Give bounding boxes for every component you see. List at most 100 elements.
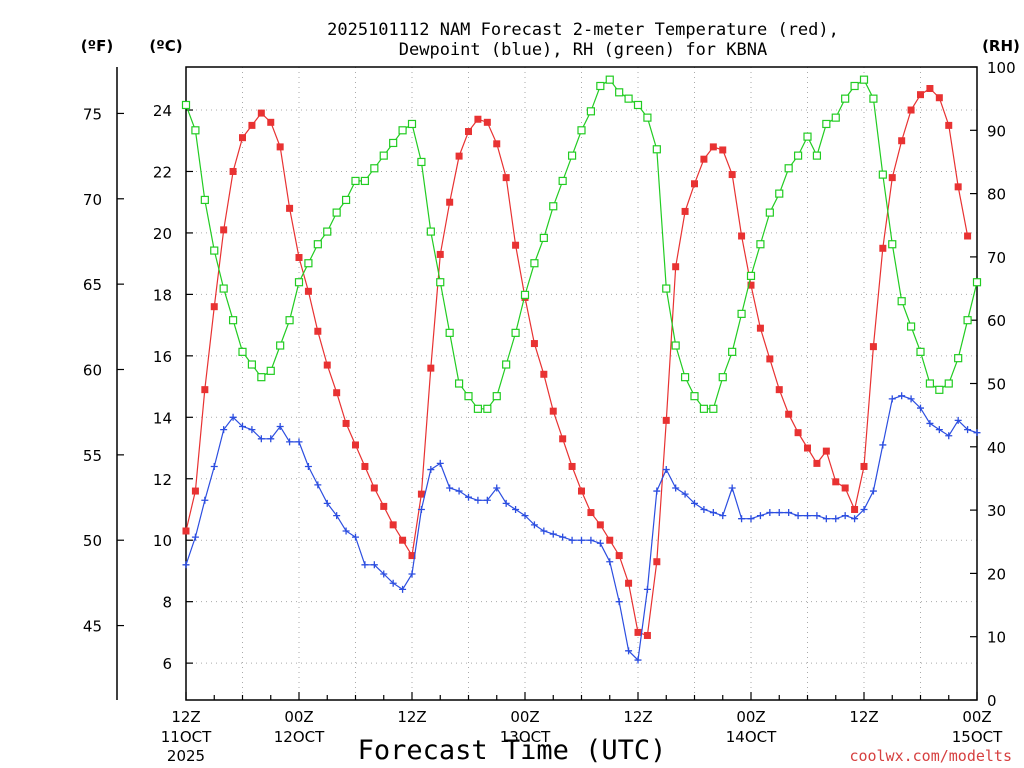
temperature-point (681, 207, 689, 215)
dewpoint-point (822, 515, 830, 523)
temperature-point (709, 143, 717, 151)
temperature-point (399, 536, 407, 544)
rh-point (360, 176, 370, 186)
temperature-point (851, 505, 859, 513)
x-tick-label-time: 00Z (736, 708, 765, 726)
rh-point (238, 347, 247, 356)
fahrenheit-tick-label: 65 (83, 276, 102, 294)
rh-point (539, 233, 548, 243)
rh-point (897, 297, 906, 306)
dewpoint-point (493, 484, 501, 492)
rh-point (746, 271, 756, 280)
rh-point (577, 126, 586, 135)
rh-tick-label: 50 (987, 376, 1006, 394)
rh-point (294, 278, 304, 287)
temperature-point (182, 527, 190, 535)
temperature-point (662, 416, 670, 424)
dewpoint-point (804, 512, 811, 520)
temperature-point (822, 447, 830, 455)
dewpoint-point (295, 438, 303, 446)
celsius-tick-label: 12 (153, 471, 172, 489)
dewpoint-point (248, 426, 256, 434)
temperature-point (417, 490, 425, 498)
fahrenheit-tick-label: 45 (83, 618, 102, 636)
rh-point (276, 341, 285, 350)
dewpoint-point (342, 527, 350, 535)
dewpoint-point (747, 515, 755, 523)
rh-point (944, 379, 953, 388)
fahrenheit-tick-label: 75 (83, 105, 102, 123)
dewpoint-point (549, 530, 557, 538)
temperature-point (813, 459, 821, 467)
rh-tick-label: 100 (987, 59, 1016, 77)
rh-point (558, 176, 567, 186)
rh-point (671, 341, 680, 350)
rh-point (266, 366, 275, 375)
dewpoint-point (436, 459, 444, 467)
rh-point (370, 164, 379, 173)
temperature-point (286, 204, 294, 212)
rh-point (662, 284, 671, 293)
temperature-point (333, 389, 341, 397)
rh-point (210, 246, 219, 255)
celsius-tick-label: 20 (153, 225, 172, 243)
temperature-point (785, 410, 793, 418)
dewpoint-point (229, 413, 237, 421)
grid-lines (186, 67, 977, 700)
fahrenheit-tick-label: 55 (83, 447, 102, 465)
dewpoint-point (474, 496, 482, 504)
dewpoint-point (512, 505, 520, 513)
rh-point (398, 126, 407, 135)
x-tick-label-date: 14OCT (726, 728, 777, 746)
x-tick-label-time: 12Z (397, 708, 426, 726)
rh-point (389, 138, 398, 148)
temperature-point (455, 152, 463, 160)
dewpoint-point (201, 496, 209, 504)
rh-point (699, 404, 709, 413)
dewpoint-point (276, 423, 284, 431)
dewpoint-point (945, 432, 953, 440)
rh-point (332, 208, 341, 217)
rh-point (200, 195, 209, 205)
temperature-point (295, 254, 303, 262)
temperature-point (869, 343, 877, 351)
rh-point (906, 322, 916, 331)
temperature-point (304, 287, 312, 295)
x-tick-label-time: 00Z (962, 708, 991, 726)
dewpoint-point (399, 585, 407, 593)
temperature-point (568, 462, 576, 470)
fahrenheit-tick-label: 60 (83, 362, 102, 380)
rh-point (228, 316, 238, 325)
dewpoint-point (691, 499, 698, 507)
dewpoint-point (427, 466, 435, 474)
dewpoint-point (832, 515, 840, 523)
rh-point (954, 354, 963, 363)
dewpoint-point (634, 656, 642, 664)
rh-point (567, 151, 577, 160)
temperature-point (446, 198, 454, 206)
rh-point (718, 373, 727, 382)
celsius-tick-label: 18 (153, 286, 172, 304)
rh-point (417, 157, 426, 167)
rh-point (379, 151, 388, 160)
rh-point (859, 75, 869, 84)
dewpoint-point (521, 512, 529, 520)
dewpoint-point (709, 509, 717, 517)
rh-point (483, 404, 492, 413)
temperature-point (804, 444, 811, 452)
dewpoint-point (964, 426, 972, 434)
x-tick-label-year: 2025 (167, 747, 205, 765)
temperature-line (185, 87, 969, 637)
temperature-point (832, 478, 840, 486)
rh-point (633, 100, 643, 110)
celsius-tick-label: 6 (162, 655, 172, 673)
rh-point (850, 81, 859, 91)
temperature-point (323, 361, 331, 369)
dewpoint-point (653, 487, 661, 495)
dewpoint-point (869, 487, 877, 495)
rh-point (323, 227, 332, 236)
temperature-point (945, 121, 953, 129)
x-tick-label-date: 15OCT (952, 728, 1003, 746)
dewpoint-point (323, 499, 331, 507)
rh-point (304, 259, 313, 268)
